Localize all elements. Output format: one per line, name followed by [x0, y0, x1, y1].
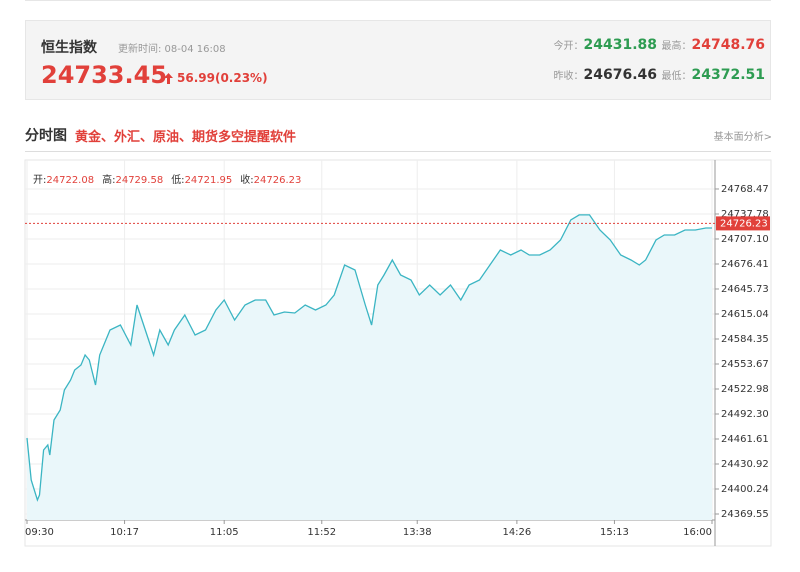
ohlc-label: 低: — [171, 173, 184, 186]
y-tick-label: 24553.67 — [721, 359, 769, 370]
y-tick-label: 24676.41 — [721, 259, 769, 270]
label: 最低： — [661, 71, 692, 82]
last-price-label: 24726.23 — [720, 218, 768, 229]
index-name: 恒生指数 — [41, 40, 97, 56]
y-tick-label: 24369.55 — [721, 509, 769, 520]
y-tick-label: 24430.92 — [721, 459, 769, 470]
x-tick-label: 16:00 — [683, 527, 712, 538]
ohlc-value: 24726.23 — [254, 175, 302, 186]
ohlc-text: 开:24722.08 高:24729.58 低:24721.95 收:24726.23 — [33, 173, 301, 186]
x-tick-label: 10:17 — [110, 527, 139, 538]
chart-frame — [24, 159, 772, 547]
y-tick-label: 24645.73 — [721, 284, 769, 295]
ohlc-label: 高: — [102, 173, 115, 186]
y-tick-label: 24707.10 — [721, 234, 769, 245]
prev-close: 24676.46 — [583, 67, 658, 83]
label: 最高： — [661, 41, 692, 52]
y-tick-label: 24737.78 — [721, 209, 769, 220]
change: 56.99(0.23%) — [177, 71, 268, 85]
x-tick-label: 09:30 — [25, 527, 54, 538]
ohlc-label: 开: — [33, 175, 46, 186]
area — [27, 214, 712, 520]
up-arrow — [164, 73, 173, 84]
price-line — [26, 214, 712, 502]
y-tick-label: 24461.61 — [721, 434, 769, 445]
x-tick-label: 13:38 — [403, 527, 432, 538]
more-link[interactable]: 基本面分析> — [713, 132, 772, 143]
ohlc-label: 收: — [240, 173, 253, 186]
low: 24372.51 — [691, 67, 765, 83]
ohlc-info: 开:24722.08 高:24729.58 低:24721.95 收:24726.23 — [33, 173, 301, 186]
quote-row-1: 今开：24431.88 最高：24748.76 — [554, 37, 765, 53]
promo-link[interactable]: 黄金、外汇、原油、期货多空提醒软件 — [75, 130, 297, 145]
x-tick-label: 15:13 — [600, 527, 629, 538]
section-rule — [25, 151, 771, 152]
label: 昨收： — [553, 71, 584, 82]
y-tick-label: 24400.24 — [721, 484, 769, 495]
section-title: 分时图 — [25, 128, 67, 144]
update-time: 更新时间: 08-04 16:08 — [118, 44, 226, 55]
open: 24431.88 — [583, 37, 658, 53]
y-tick-label: 24768.47 — [721, 184, 769, 195]
price: 24733.45 — [41, 61, 168, 89]
ohlc-value: 24722.08 — [46, 175, 94, 186]
y-tick-label: 24584.35 — [721, 334, 769, 345]
x-tick-label: 11:05 — [210, 527, 239, 538]
ohlc-value: 24729.58 — [115, 175, 163, 186]
last-price-box — [716, 216, 770, 231]
high: 24748.76 — [691, 37, 765, 53]
y-tick-label: 24492.30 — [721, 409, 769, 420]
quote-row-2: 昨收：24676.46 最低：24372.51 — [554, 67, 765, 83]
label: 今开： — [553, 41, 584, 52]
quote-header: 恒生指数 更新时间: 08-04 16:08 24733.45 56.99(0.… — [25, 20, 771, 100]
y-tick-label: 24522.98 — [721, 384, 769, 395]
ohlc-value: 24721.95 — [185, 175, 233, 186]
x-tick-label: 11:52 — [307, 527, 336, 538]
top-rule — [25, 0, 771, 1]
x-tick-label: 14:26 — [502, 527, 531, 538]
y-tick-label: 24615.04 — [721, 309, 769, 320]
